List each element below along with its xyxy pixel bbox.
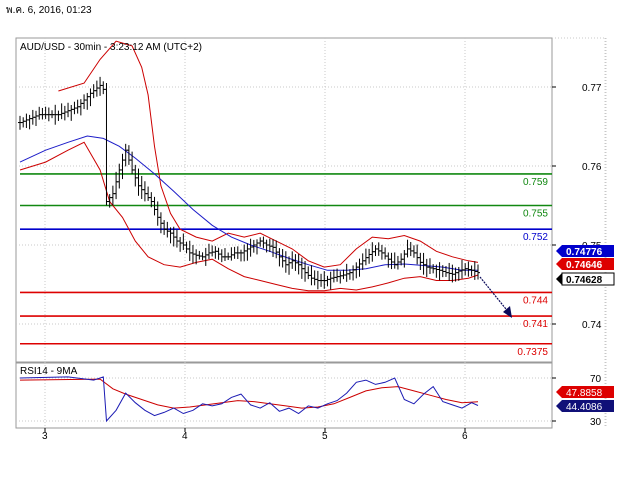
main-price-tag bbox=[562, 245, 614, 257]
main-price-tag-label: 0.74776 bbox=[566, 247, 603, 258]
rsi-chart-title: RSI14 - 9MA bbox=[20, 366, 78, 377]
main-price-tag-pointer bbox=[556, 245, 562, 257]
y-tick-label: 0.77 bbox=[582, 83, 602, 94]
forecast-arrow-head bbox=[503, 306, 512, 318]
rsi-ma-line bbox=[19, 378, 479, 409]
bollinger-lower-band bbox=[19, 141, 479, 292]
x-tick-label: 6 bbox=[462, 431, 468, 442]
rsi-price-tag bbox=[562, 400, 614, 412]
x-tick-label: 4 bbox=[182, 431, 188, 442]
rsi-price-tag bbox=[562, 386, 614, 398]
y-tick-label: 0.74 bbox=[582, 320, 602, 331]
main-price-tag-label: 0.74628 bbox=[566, 275, 603, 286]
level-label-0.755: 0.755 bbox=[523, 209, 548, 220]
level-label-0.7375: 0.7375 bbox=[517, 347, 548, 358]
rsi-line bbox=[19, 376, 479, 423]
level-label-0.744: 0.744 bbox=[523, 295, 548, 306]
level-label-0.759: 0.759 bbox=[523, 177, 548, 188]
level-label-0.752: 0.752 bbox=[523, 232, 548, 243]
rsi-panel-frame bbox=[15, 362, 553, 429]
x-tick-label: 5 bbox=[322, 431, 328, 442]
main-panel-frame bbox=[15, 37, 553, 363]
main-price-tag-label: 0.74646 bbox=[566, 260, 603, 271]
main-chart-title: AUD/USD - 30min - 3:23:12 AM (UTC+2) bbox=[20, 42, 202, 53]
bollinger-upper-band bbox=[58, 40, 479, 268]
chart-timestamp: พ.ค. 6, 2016, 01:23 bbox=[6, 5, 92, 16]
rsi-price-tag-pointer bbox=[556, 400, 562, 412]
rsi-tick-label: 70 bbox=[590, 374, 602, 385]
x-tick-label: 3 bbox=[42, 431, 48, 442]
rsi-tick-label: 30 bbox=[590, 417, 602, 428]
main-price-tag-pointer bbox=[556, 258, 562, 270]
main-price-tag bbox=[562, 258, 614, 270]
rsi-price-tag-pointer bbox=[556, 386, 562, 398]
level-label-0.741: 0.741 bbox=[523, 319, 548, 330]
main-price-tag-pointer bbox=[556, 273, 562, 285]
y-tick-label: 0.76 bbox=[582, 162, 602, 173]
rsi-price-tag-label: 44.4086 bbox=[566, 402, 603, 413]
rsi-price-tag-label: 47.8858 bbox=[566, 388, 603, 399]
forecast-arrow-line bbox=[479, 276, 511, 315]
moving-average-line bbox=[19, 135, 478, 271]
